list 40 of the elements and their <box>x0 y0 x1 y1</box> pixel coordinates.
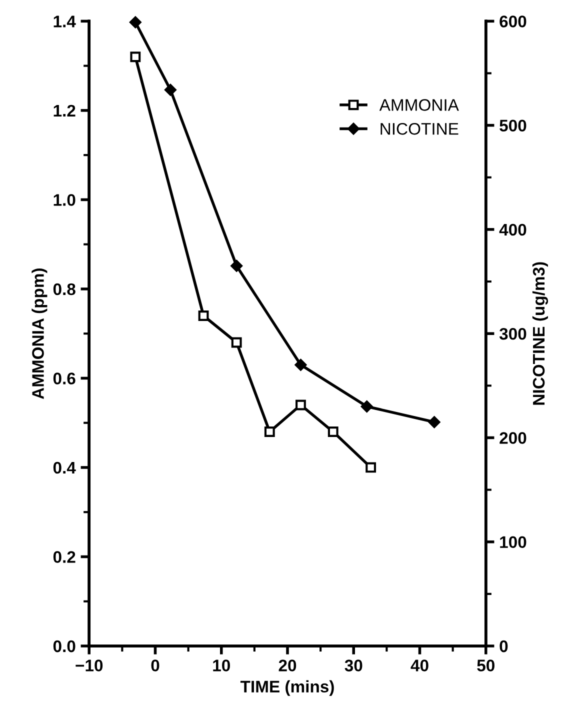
point <box>264 426 275 437</box>
x-tick-label: −10 <box>76 660 103 672</box>
legend-label: AMMONIA <box>379 99 459 111</box>
y2-tick-label: 300 <box>499 328 526 340</box>
y2-tick-label: 0 <box>500 640 508 652</box>
point <box>294 358 307 371</box>
y-axis-title: AMMONIA (ppm) <box>32 268 48 400</box>
y-tick-label: 1.4 <box>54 16 76 28</box>
x-tick-label: 0 <box>151 660 160 672</box>
y2-tick-label: 400 <box>499 224 526 236</box>
x-tick-label: 10 <box>213 660 230 672</box>
point <box>198 310 209 321</box>
y2-tick-label: 500 <box>500 120 526 132</box>
y-tick-label: 0.4 <box>53 462 76 474</box>
y2-tick-label: 600 <box>500 16 526 28</box>
point <box>328 426 338 437</box>
point <box>231 337 242 348</box>
y2-tick-label: 100 <box>500 536 526 548</box>
x-tick-label: 50 <box>477 660 494 672</box>
x-tick-label: 40 <box>410 660 428 672</box>
point <box>360 400 373 412</box>
y-tick-label: 1.2 <box>54 104 76 116</box>
point <box>164 84 176 96</box>
point <box>366 462 376 473</box>
y2-tick-label: 200 <box>500 432 526 444</box>
x-axis-title: TIME (mins) <box>240 680 334 696</box>
point <box>296 400 306 410</box>
x-tick-label: 30 <box>344 660 362 672</box>
point <box>428 416 440 428</box>
y-tick-label: 0.6 <box>53 372 76 384</box>
y-tick-label: 0.0 <box>53 640 76 652</box>
legend-label: NICOTINE <box>380 122 458 135</box>
x-tick-label: 20 <box>278 660 296 672</box>
y-tick-label: 0.2 <box>53 551 76 563</box>
point <box>230 260 243 272</box>
point <box>129 16 142 28</box>
y2-axis-title: NICOTINE (ug/m3) <box>532 262 548 405</box>
y-tick-label: 1.0 <box>54 194 76 206</box>
point <box>130 52 141 62</box>
y-tick-label: 0.8 <box>53 283 76 296</box>
